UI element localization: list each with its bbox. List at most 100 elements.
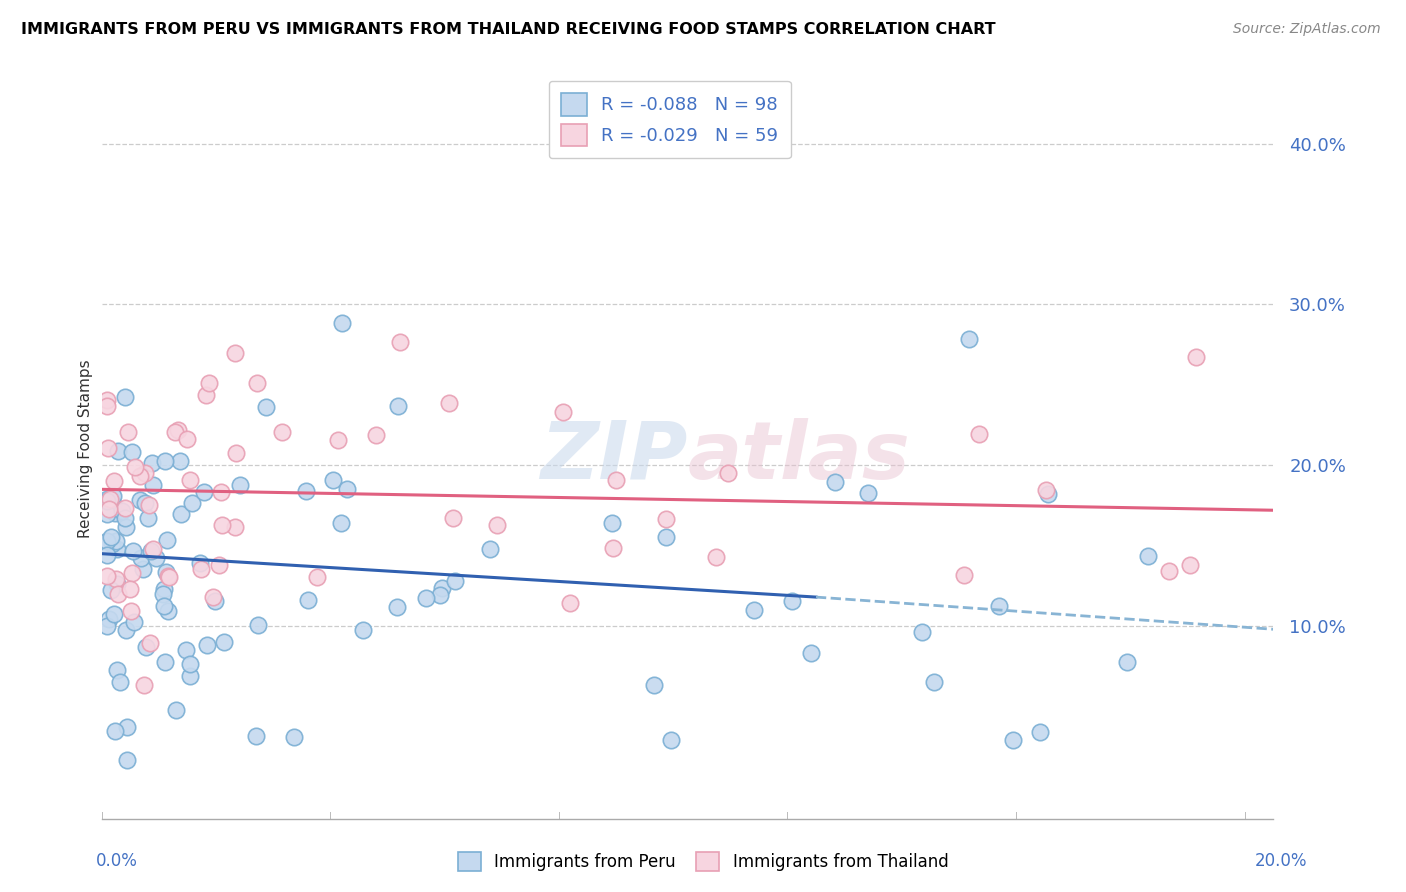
Point bbox=[330, 516, 353, 531]
Point bbox=[98, 492, 121, 507]
Point bbox=[385, 600, 408, 615]
Point bbox=[124, 459, 146, 474]
Point bbox=[225, 445, 247, 459]
Point bbox=[322, 473, 344, 487]
Point bbox=[96, 392, 118, 407]
Point bbox=[228, 478, 250, 492]
Point bbox=[176, 432, 198, 446]
Point bbox=[134, 496, 156, 510]
Point bbox=[156, 604, 179, 618]
Text: atlas: atlas bbox=[688, 417, 910, 496]
Point bbox=[602, 541, 624, 555]
Point bbox=[132, 678, 155, 692]
Point bbox=[122, 615, 145, 629]
Point bbox=[174, 643, 197, 657]
Point bbox=[1116, 655, 1139, 669]
Point bbox=[195, 388, 218, 402]
Point bbox=[163, 425, 186, 439]
Point bbox=[138, 511, 160, 525]
Point bbox=[96, 568, 118, 582]
Point bbox=[364, 428, 387, 442]
Point bbox=[121, 566, 143, 581]
Point bbox=[104, 723, 127, 738]
Point bbox=[179, 657, 201, 671]
Point bbox=[155, 566, 177, 580]
Point bbox=[441, 511, 464, 525]
Point bbox=[245, 729, 267, 743]
Point bbox=[105, 663, 128, 677]
Point bbox=[122, 544, 145, 558]
Point bbox=[139, 636, 162, 650]
Point bbox=[153, 582, 176, 596]
Point bbox=[330, 316, 353, 330]
Point bbox=[190, 562, 212, 576]
Point bbox=[643, 678, 665, 692]
Point bbox=[246, 376, 269, 391]
Point bbox=[107, 444, 129, 458]
Point bbox=[165, 703, 187, 717]
Point bbox=[179, 669, 201, 683]
Point bbox=[430, 582, 453, 596]
Point bbox=[104, 534, 127, 549]
Point bbox=[152, 587, 174, 601]
Point bbox=[145, 551, 167, 566]
Point bbox=[157, 568, 180, 582]
Text: Source: ZipAtlas.com: Source: ZipAtlas.com bbox=[1233, 22, 1381, 37]
Point bbox=[415, 591, 437, 606]
Text: 0.0%: 0.0% bbox=[96, 852, 138, 870]
Point bbox=[389, 334, 412, 349]
Legend: Immigrants from Peru, Immigrants from Thailand: Immigrants from Peru, Immigrants from Th… bbox=[450, 843, 956, 880]
Point bbox=[96, 492, 118, 507]
Point bbox=[107, 587, 129, 601]
Point bbox=[1185, 350, 1208, 364]
Point bbox=[742, 603, 765, 617]
Point bbox=[141, 456, 163, 470]
Point bbox=[96, 399, 118, 413]
Point bbox=[169, 454, 191, 468]
Point bbox=[429, 588, 451, 602]
Point bbox=[153, 599, 176, 613]
Point bbox=[600, 516, 623, 530]
Point bbox=[129, 493, 152, 508]
Point bbox=[967, 426, 990, 441]
Point bbox=[105, 541, 128, 556]
Point bbox=[1038, 487, 1060, 501]
Point bbox=[208, 558, 231, 573]
Point bbox=[104, 572, 127, 586]
Point bbox=[655, 512, 678, 526]
Point bbox=[96, 549, 118, 563]
Point bbox=[96, 441, 118, 455]
Point bbox=[659, 733, 682, 747]
Point bbox=[824, 475, 846, 490]
Point bbox=[104, 506, 127, 520]
Point bbox=[117, 425, 139, 439]
Point bbox=[135, 640, 157, 655]
Point bbox=[247, 617, 270, 632]
Point bbox=[1028, 725, 1050, 739]
Point bbox=[100, 583, 122, 598]
Point bbox=[115, 720, 138, 734]
Text: ZIP: ZIP bbox=[540, 417, 688, 496]
Point bbox=[195, 639, 218, 653]
Point bbox=[138, 498, 160, 512]
Point bbox=[115, 624, 138, 638]
Point bbox=[115, 753, 138, 767]
Point bbox=[96, 508, 118, 522]
Point bbox=[387, 399, 409, 413]
Point bbox=[605, 473, 627, 487]
Point bbox=[179, 473, 201, 487]
Point bbox=[201, 590, 224, 604]
Point bbox=[911, 625, 934, 640]
Point bbox=[103, 489, 125, 503]
Point bbox=[114, 390, 136, 404]
Point bbox=[96, 619, 118, 633]
Point bbox=[134, 466, 156, 480]
Point bbox=[1136, 549, 1159, 563]
Point bbox=[655, 530, 678, 544]
Point bbox=[157, 570, 180, 584]
Point bbox=[131, 551, 153, 566]
Point bbox=[121, 445, 143, 459]
Point bbox=[169, 507, 191, 521]
Point bbox=[224, 520, 246, 534]
Point bbox=[100, 530, 122, 544]
